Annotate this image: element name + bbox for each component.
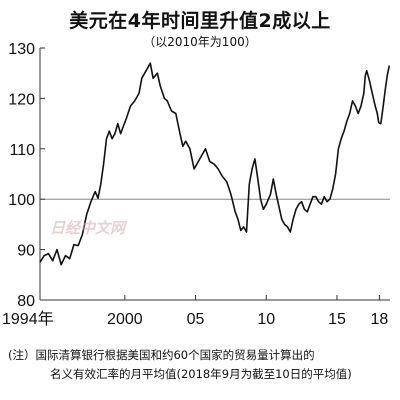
x-tick-label: 18 — [370, 311, 388, 328]
line-chart: 80 90 100 110 120 130 1994年 2000 05 10 15 18 — [2, 41, 391, 328]
chart-subtitle: （以2010年为100） — [143, 35, 257, 49]
x-tick-label: 2000 — [107, 311, 143, 328]
series-line — [39, 62, 391, 266]
chart-title: 美元在4年时间里升值2成以上 — [69, 10, 331, 32]
y-tick-label: 80 — [17, 293, 35, 310]
y-tick-label: 90 — [17, 243, 35, 260]
watermark-logo: 日经中文网 — [50, 219, 126, 237]
x-tick-label: 1994年 — [2, 310, 54, 328]
x-tick-label: 10 — [257, 311, 275, 328]
y-tick-label: 130 — [8, 41, 35, 58]
footnote-line-1: (注）国际清算银行根据美国和约60个国家的贸易量计算出的 — [8, 348, 315, 362]
footnote-line-2: 名义有效汇率的月平均值(2018年9月为截至10日的平均值) — [50, 367, 352, 381]
x-tick-label: 15 — [328, 311, 346, 328]
y-tick-label: 110 — [9, 142, 35, 159]
footnote: (注）国际清算银行根据美国和约60个国家的贸易量计算出的 名义有效汇率的月平均值… — [8, 346, 396, 384]
y-tick-label: 120 — [8, 91, 35, 108]
x-tick-label: 05 — [187, 311, 205, 328]
y-tick-label: 100 — [8, 192, 35, 209]
